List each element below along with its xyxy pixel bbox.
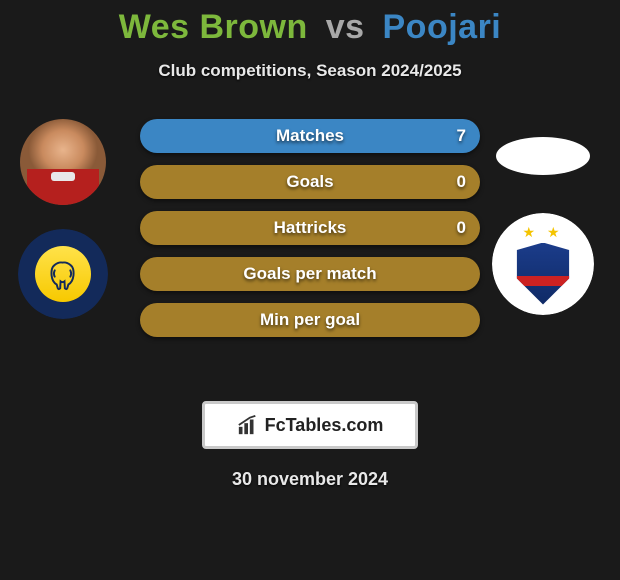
- player1-club-badge: [18, 229, 108, 319]
- player-face-icon: [20, 119, 106, 205]
- right-column: ★ ★: [488, 119, 598, 315]
- stat-row: Matches 7: [140, 119, 480, 153]
- watermark: FcTables.com: [202, 401, 418, 449]
- stat-value-right: 0: [457, 172, 466, 192]
- player2-club-badge: ★ ★: [492, 213, 594, 315]
- bengaluru-badge-icon: ★ ★: [492, 213, 594, 315]
- comparison-area: ★ ★ Matches 7 Goals 0 Hattricks 0 Goals per ma…: [0, 119, 620, 379]
- stat-label: Min per goal: [260, 310, 360, 330]
- comparison-title: Wes Brown vs Poojari: [0, 0, 620, 47]
- elephant-icon: [43, 254, 82, 293]
- chart-icon: [237, 414, 259, 436]
- stat-value-right: 0: [457, 218, 466, 238]
- date: 30 november 2024: [0, 469, 620, 490]
- subtitle: Club competitions, Season 2024/2025: [0, 61, 620, 81]
- stat-row: Goals per match: [140, 257, 480, 291]
- left-column: [8, 119, 118, 319]
- stat-row: Hattricks 0: [140, 211, 480, 245]
- stat-row: Min per goal: [140, 303, 480, 337]
- player2-avatar-placeholder: [496, 137, 590, 175]
- kerala-blasters-badge-icon: [18, 229, 108, 319]
- stat-label: Matches: [276, 126, 344, 146]
- stat-value-right: 7: [457, 126, 466, 146]
- stat-bars: Matches 7 Goals 0 Hattricks 0 Goals per match M…: [140, 119, 480, 349]
- stat-label: Hattricks: [274, 218, 347, 238]
- vs-separator: vs: [326, 8, 365, 46]
- watermark-text: FcTables.com: [265, 415, 384, 436]
- stat-label: Goals: [286, 172, 333, 192]
- player1-avatar: [20, 119, 106, 205]
- player2-name: Poojari: [383, 8, 502, 46]
- star-icon: ★ ★: [523, 224, 564, 241]
- shield-icon: [514, 243, 572, 305]
- stat-row: Goals 0: [140, 165, 480, 199]
- player1-name: Wes Brown: [119, 8, 308, 46]
- stat-label: Goals per match: [243, 264, 376, 284]
